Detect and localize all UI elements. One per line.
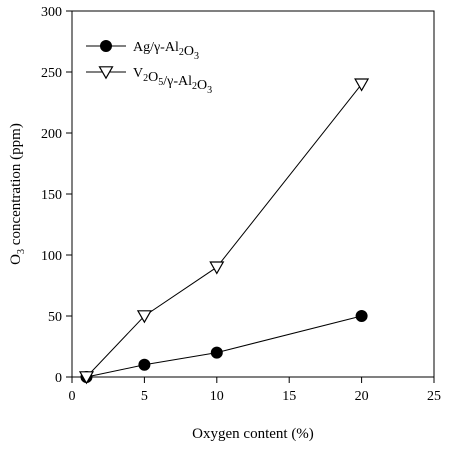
legend-item-2: V2O5/γ-Al2O3: [86, 66, 212, 96]
legend-label-part: O: [184, 44, 194, 59]
y-tick-label: 150: [41, 188, 62, 203]
series-line: [86, 315, 362, 378]
data-point: [136, 310, 152, 324]
legend-label: Ag/γ-Al2O3: [133, 40, 199, 62]
data-point: [78, 371, 95, 385]
data-point: [355, 310, 368, 322]
series-2: [78, 78, 370, 385]
y-tick-label: 250: [41, 66, 62, 81]
series-layer: [78, 78, 370, 385]
legend-label-part: V: [133, 66, 143, 81]
data-point: [354, 78, 370, 92]
x-tick-label: 25: [427, 389, 441, 404]
y-tick-label: 100: [41, 249, 62, 264]
x-tick-label: 15: [282, 389, 296, 404]
legend-label-part: Ag/γ-Al: [133, 40, 179, 55]
x-axis-ticks: 0 5 10 15 20 25: [69, 377, 441, 404]
data-point: [210, 346, 223, 359]
y-tick-label: 200: [41, 127, 62, 142]
legend-label: V2O5/γ-Al2O3: [133, 66, 212, 96]
legend-marker: [98, 66, 114, 80]
x-tick-label: 5: [141, 389, 148, 404]
x-tick-label: 0: [69, 389, 76, 404]
legend-label-subscript: 2: [192, 81, 197, 92]
series-1: [80, 310, 368, 383]
legend-label-part: O: [197, 78, 207, 93]
legend-label-part: O: [148, 70, 158, 85]
y-axis-title-pre: O: [8, 254, 24, 265]
x-axis-title: Oxygen content (%): [192, 426, 314, 442]
series-line: [86, 83, 362, 378]
y-axis-ticks: 0 50 100 150 200 250 300: [41, 5, 72, 386]
y-tick-label: 300: [41, 5, 62, 20]
legend-label-subscript: 2: [179, 47, 184, 58]
legend-label-subscript: 2: [143, 73, 148, 84]
x-tick-label: 20: [355, 389, 369, 404]
legend-label-subscript: 3: [207, 85, 212, 96]
legend-item-1: Ag/γ-Al2O3: [86, 40, 199, 62]
data-point: [209, 261, 225, 275]
y-axis-title: O3 concentration (ppm): [8, 123, 27, 265]
y-tick-label: 0: [55, 371, 62, 386]
data-point: [138, 358, 151, 371]
legend-label-subscript: 3: [194, 51, 199, 62]
x-tick-label: 10: [210, 389, 224, 404]
y-axis-title-sub: 3: [16, 249, 27, 254]
y-tick-label: 50: [48, 310, 62, 325]
legend-label-subscript: 5: [158, 77, 163, 88]
legend-label-part: /γ-Al: [163, 74, 192, 89]
plot-frame: [71, 10, 435, 378]
y-axis-title-post: concentration (ppm): [8, 123, 24, 249]
legend-marker: [100, 40, 112, 52]
